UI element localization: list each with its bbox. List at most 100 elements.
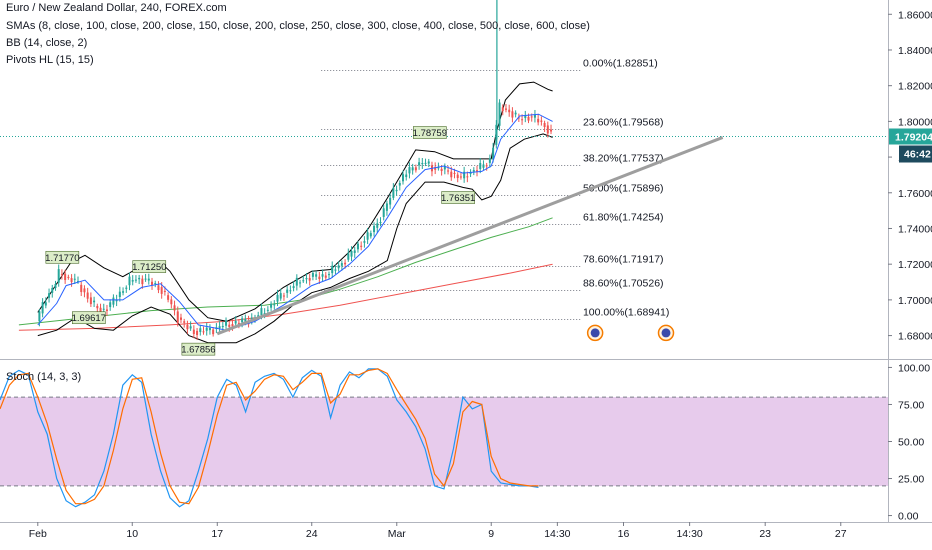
candle-body [382,208,385,217]
candle-body [163,290,166,292]
time-tick-label: 9 [488,528,494,540]
stoch-tick-label: 100.00 [898,362,930,374]
fib-level-label: 38.20%(1.77537) [583,153,664,165]
candle-body [60,274,63,276]
time-tick-label: 14:30 [544,528,570,540]
candle-body [244,318,247,322]
candle-body [147,278,150,281]
candle-body [324,275,327,278]
sma-legend: SMAs (8, close, 100, close, 200, close, … [6,20,590,32]
time-tick-label: 27 [835,528,847,540]
candle-body [225,320,228,326]
candle-body [80,284,83,293]
candle-body [511,111,514,118]
candle-body [105,309,108,311]
stoch-tick-label: 0.00 [898,511,919,523]
candle-body [305,278,308,280]
candle-body [131,280,134,282]
candle-body [408,167,411,174]
stoch-legend: Stoch (14, 3, 3) [6,371,82,383]
candle-body [331,265,334,274]
candle-body [369,233,372,237]
time-tick-label: 14:30 [676,528,702,540]
candle-body [160,287,163,294]
stoch-d-line [0,368,539,505]
candle-body [360,245,363,247]
candle-body [334,269,337,271]
bb-lower-band [37,133,553,344]
bb-legend: BB (14, close, 2) [6,37,88,49]
fib-level-label: 88.60%(1.70526) [583,278,664,290]
candle-body [424,162,427,164]
price-axis[interactable]: 1.860001.840001.820001.800001.780001.760… [888,9,932,343]
candle-body [208,328,211,331]
candle-body [86,292,89,299]
candle-body [125,287,128,289]
candle-body [472,170,475,172]
economic-event-icon[interactable] [586,324,604,342]
candle-body [77,281,80,283]
candle-body [350,250,353,257]
economic-event-icon[interactable] [657,324,675,342]
candle-body [196,330,199,336]
candle-body [447,170,450,172]
candle-body [414,167,417,171]
candle-body [398,182,401,186]
pivot-label: 1.69617 [72,313,106,324]
candle-body [89,297,92,305]
candle-body [118,291,121,298]
candle-body [318,276,321,280]
candle-body [41,302,44,314]
candle-body [295,277,298,286]
candle-body [154,283,157,285]
stoch-tick-label: 50.00 [898,437,924,449]
trend-line[interactable] [216,136,724,336]
candle-body [492,147,495,160]
candle-body [498,102,501,126]
last-price-tag-label: 1.79204 [895,132,932,144]
stoch-tick-label: 25.00 [898,474,924,486]
candle-body [453,172,456,174]
candle-body [347,253,350,260]
price-tick-label: 1.82000 [898,81,932,93]
pivot-label-box [413,126,447,139]
candle-body [234,320,237,324]
candle-body [218,326,221,329]
candle-body [83,288,86,293]
candle-body [173,305,176,311]
event-dot [661,328,671,338]
candle-body [466,176,469,178]
pivots-legend: Pivots HL (15, 15) [6,54,94,66]
price-tick-label: 1.72000 [898,259,932,271]
candle-body [379,221,382,224]
candle-body [51,287,54,293]
time-axis[interactable]: Feb 10 17 24 Mar 9 14:30 16 14:30 23 27 [29,522,847,540]
candle-body [64,273,67,281]
pivot-label-box [45,250,80,264]
candle-body [276,294,279,302]
time-tick-label: Feb [29,528,47,540]
candle-body [459,176,462,178]
candle-body [157,285,160,291]
pivot-label: 1.71250 [132,262,166,273]
pivot-label-box [181,342,216,356]
fib-level-label: 0.00%(1.82851) [583,58,658,70]
candle-body [337,265,340,269]
price-tick-label: 1.76000 [898,188,932,200]
stoch-axis[interactable]: 100.00 75.00 50.00 25.00 0.00 [888,362,930,523]
candle-body [141,278,144,285]
candle-body [517,117,520,119]
candle-body [286,289,289,293]
candle-body [327,274,331,276]
candle-body [270,303,273,308]
candle-body [527,116,530,121]
candle-body [524,115,527,119]
time-tick-label: Mar [388,528,407,540]
candle-body [376,223,379,228]
candle-body [479,163,482,169]
pivot-label-box [132,260,167,273]
candle-body [521,119,524,121]
candle-body [67,276,70,278]
candle-body [434,167,437,170]
